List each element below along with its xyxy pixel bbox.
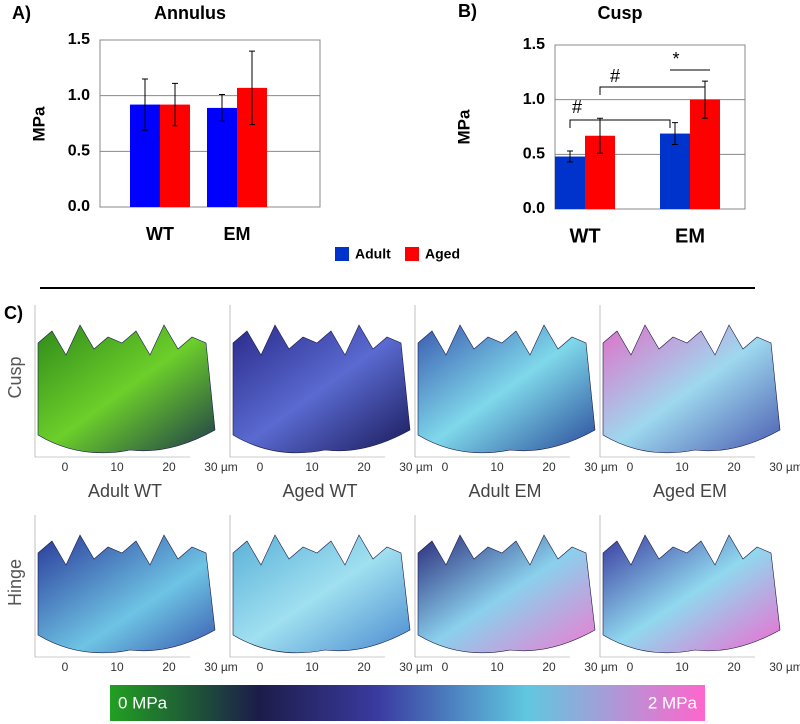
row-label: Hinge [5, 559, 25, 606]
error-bar [142, 78, 148, 131]
legend-label: Aged [425, 246, 460, 262]
colorbar-max-label: 2 MPa [648, 693, 698, 712]
x-tick-label: WT [569, 225, 600, 247]
error-bar [567, 150, 573, 163]
y-tick-label: 1.5 [68, 31, 90, 48]
error-bar [172, 82, 178, 127]
error-bar [672, 122, 678, 145]
surface-map [37, 324, 216, 454]
surface-tick-label: 20 [727, 460, 741, 474]
x-tick-label: WT [146, 224, 174, 244]
surface-tick-label: 0 [442, 460, 449, 474]
surface-tick-label: 0 [257, 460, 264, 474]
surface-tick-label: 10 [675, 660, 689, 674]
bar [207, 107, 237, 207]
legend-swatch [335, 247, 349, 261]
surface-tick-label: 30 µm [769, 460, 800, 474]
colorbar [110, 685, 705, 721]
surface-map [417, 534, 596, 654]
surface-tick-label: 30 µm [769, 660, 800, 674]
bar [660, 133, 690, 209]
surface-tick-label: 20 [357, 460, 371, 474]
surface-tick-label: 30 µm [204, 460, 238, 474]
y-tick-label: 0.5 [523, 146, 545, 163]
y-axis-label: MPa [29, 106, 48, 142]
x-tick-label: EM [675, 225, 705, 247]
error-bar [597, 117, 603, 154]
surface-tick-label: 10 [110, 660, 124, 674]
surface-tick-label: 10 [490, 660, 504, 674]
surface-tick-label: 0 [627, 660, 634, 674]
legend-label: Adult [355, 246, 391, 262]
surface-tick-label: 30 µm [399, 660, 433, 674]
error-bar [249, 50, 255, 126]
surface-axes [229, 515, 385, 658]
y-tick-label: 1.0 [68, 87, 90, 104]
column-label: Adult WT [88, 481, 162, 501]
surface-axes [414, 305, 570, 458]
significance-brackets [569, 69, 710, 128]
surface-map [417, 324, 596, 454]
bar [555, 156, 585, 209]
column-label: Adult EM [468, 481, 541, 501]
surface-axes [229, 305, 385, 458]
surface-tick-label: 10 [305, 660, 319, 674]
surface-tick-label: 0 [442, 660, 449, 674]
row-label: Cusp [5, 356, 25, 398]
panel-label: B) [458, 1, 477, 21]
surface-tick-label: 20 [162, 460, 176, 474]
surface-map [602, 324, 781, 454]
surface-tick-label: 20 [727, 660, 741, 674]
surface-tick-label: 0 [257, 660, 264, 674]
surface-axes [414, 515, 570, 658]
legend-swatch [405, 247, 419, 261]
x-tick-label: EM [224, 224, 251, 244]
surface-axes [34, 515, 190, 658]
surface-tick-label: 30 µm [204, 660, 238, 674]
y-tick-label: 0.5 [68, 143, 90, 160]
surface-tick-label: 0 [627, 460, 634, 474]
surface-map [232, 534, 411, 654]
y-tick-label: 0.0 [68, 198, 90, 215]
error-bar [219, 94, 225, 122]
surface-tick-label: 0 [62, 460, 69, 474]
chart-title: Cusp [598, 3, 643, 23]
surface-axes [34, 305, 190, 458]
surface-tick-label: 30 µm [584, 660, 618, 674]
surface-tick-label: 30 µm [584, 460, 618, 474]
y-axis-label: MPa [454, 109, 473, 145]
significance-label: * [672, 49, 679, 69]
y-tick-label: 1.0 [523, 91, 545, 108]
surface-tick-label: 20 [542, 660, 556, 674]
surface-tick-label: 10 [675, 460, 689, 474]
surface-map [602, 534, 781, 654]
chart-title: Annulus [154, 3, 226, 23]
panel-label: C) [4, 303, 23, 323]
column-label: Aged WT [282, 481, 357, 501]
surface-map [37, 534, 216, 654]
y-tick-label: 1.5 [523, 36, 545, 53]
column-label: Aged EM [653, 481, 727, 501]
surface-tick-label: 30 µm [399, 460, 433, 474]
colorbar-min-label: 0 MPa [118, 693, 168, 712]
surface-map [232, 324, 411, 454]
surface-tick-label: 0 [62, 660, 69, 674]
y-tick-label: 0.0 [523, 200, 545, 217]
surface-tick-label: 10 [490, 460, 504, 474]
surface-tick-label: 10 [305, 460, 319, 474]
surface-axes [599, 305, 755, 458]
significance-label: # [572, 97, 582, 117]
panel-label: A) [12, 3, 31, 23]
surface-tick-label: 10 [110, 460, 124, 474]
significance-label: # [610, 66, 620, 86]
error-bar [702, 80, 708, 119]
surface-axes [599, 515, 755, 658]
surface-tick-label: 20 [357, 660, 371, 674]
surface-tick-label: 20 [162, 660, 176, 674]
surface-tick-label: 20 [542, 460, 556, 474]
